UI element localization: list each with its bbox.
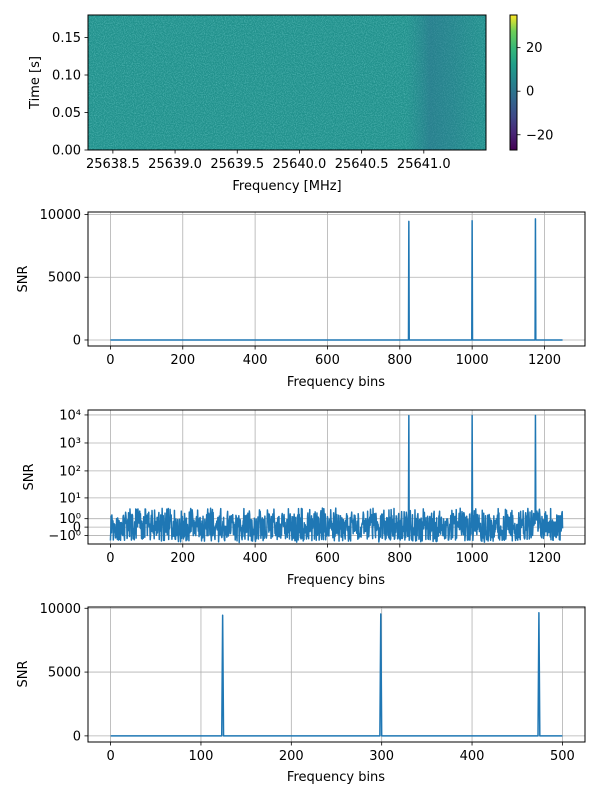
x-tick-label: 600 bbox=[315, 551, 340, 566]
colorbar-tick-label: −20 bbox=[526, 128, 553, 143]
x-tick-label: 1200 bbox=[528, 353, 561, 368]
snr-linear-frame bbox=[87, 211, 586, 347]
snr-subband-series bbox=[110, 611, 563, 737]
spectrogram-shading bbox=[88, 15, 486, 150]
y-tick-label: 10⁴ bbox=[59, 408, 81, 423]
y-tick-label: 10² bbox=[59, 464, 81, 479]
x-tick-label: 200 bbox=[170, 551, 195, 566]
snr-linear-panel: 0 200 400 600 800 1000 1200 0 5000 10000 Frequenc… bbox=[16, 208, 586, 390]
snr-symlog-frame bbox=[87, 409, 586, 545]
snr-subband-frame bbox=[87, 606, 586, 743]
spectrogram-frame bbox=[87, 14, 487, 151]
y-tick-label: 5000 bbox=[48, 271, 81, 286]
y-tick-label: 0 bbox=[73, 729, 81, 744]
colorbar-ticks: −20 0 20 bbox=[517, 41, 553, 143]
spectrogram-ylabel: Time [s] bbox=[28, 56, 43, 110]
y-tick-label: −10⁰ bbox=[48, 529, 81, 544]
x-tick-label: 400 bbox=[243, 551, 268, 566]
x-tick-label: 1200 bbox=[528, 551, 561, 566]
x-tick-label: 400 bbox=[243, 353, 268, 368]
x-tick-label: 0 bbox=[106, 749, 114, 764]
snr-linear-ylabel: SNR bbox=[16, 265, 31, 292]
colorbar bbox=[509, 14, 518, 151]
snr-linear-xlabel: Frequency bins bbox=[287, 375, 385, 390]
spectrogram-xlabel: Frequency [MHz] bbox=[232, 179, 341, 194]
x-tick-label: 1000 bbox=[456, 353, 489, 368]
x-tick-label: 200 bbox=[170, 353, 195, 368]
x-tick-label: 0 bbox=[106, 353, 114, 368]
snr-linear-axes: 0 200 400 600 800 1000 1200 0 5000 10000 bbox=[40, 208, 561, 368]
y-tick-label: 0.15 bbox=[52, 31, 81, 46]
y-tick-label: 5000 bbox=[48, 666, 81, 681]
y-tick-label: 10000 bbox=[40, 208, 81, 223]
snr-subband-ylabel: SNR bbox=[16, 660, 31, 687]
x-tick-label: 0 bbox=[106, 551, 114, 566]
snr-linear-series bbox=[110, 218, 563, 341]
y-tick-label: 10³ bbox=[59, 436, 81, 451]
x-tick-label: 25639.0 bbox=[148, 157, 202, 172]
y-tick-label: 0.10 bbox=[52, 69, 81, 84]
snr-symlog-series bbox=[109, 414, 564, 544]
x-tick-label: 25639.5 bbox=[210, 157, 264, 172]
x-tick-label: 1000 bbox=[456, 551, 489, 566]
x-tick-label: 100 bbox=[189, 749, 214, 764]
x-tick-label: 25640.0 bbox=[273, 157, 327, 172]
x-tick-label: 400 bbox=[460, 749, 485, 764]
y-tick-label: 0 bbox=[73, 333, 81, 348]
spectrogram-panel: 25638.5 25639.0 25639.5 25640.0 25640.5 25641… bbox=[28, 14, 553, 194]
colorbar-tick-label: 0 bbox=[526, 85, 534, 100]
spectrogram-axes: 25638.5 25639.0 25639.5 25640.0 25640.5 25641… bbox=[52, 31, 451, 172]
y-tick-label: 10¹ bbox=[59, 491, 81, 506]
x-tick-label: 800 bbox=[387, 353, 412, 368]
snr-linear-plot-area bbox=[88, 212, 585, 346]
snr-symlog-ylabel: SNR bbox=[22, 463, 37, 490]
snr-subband-xlabel: Frequency bins bbox=[287, 770, 385, 785]
y-tick-label: 0.00 bbox=[52, 144, 81, 159]
snr-symlog-xlabel: Frequency bins bbox=[287, 573, 385, 588]
snr-line bbox=[109, 414, 564, 544]
y-tick-label: 0 bbox=[73, 521, 81, 536]
snr-subband-plot-area bbox=[88, 607, 585, 742]
snr-symlog-panel: 0 200 400 600 800 1000 1200−10⁰010⁰10¹10²10³10… bbox=[22, 408, 586, 588]
y-tick-label: 0.05 bbox=[52, 106, 81, 121]
snr-symlog-axes: 0 200 400 600 800 1000 1200−10⁰010⁰10¹10²10³10… bbox=[48, 408, 561, 566]
y-tick-label: 10⁰ bbox=[59, 512, 81, 527]
x-tick-label: 25638.5 bbox=[86, 157, 140, 172]
colorbar-tick-label: 20 bbox=[526, 41, 543, 56]
y-tick-label: 10000 bbox=[40, 602, 81, 617]
x-tick-label: 200 bbox=[279, 749, 304, 764]
x-tick-label: 500 bbox=[550, 749, 575, 764]
x-tick-label: 300 bbox=[369, 749, 394, 764]
x-tick-label: 25641.0 bbox=[397, 157, 451, 172]
x-tick-label: 800 bbox=[387, 551, 412, 566]
x-tick-label: 25640.5 bbox=[335, 157, 389, 172]
x-tick-label: 600 bbox=[315, 353, 340, 368]
